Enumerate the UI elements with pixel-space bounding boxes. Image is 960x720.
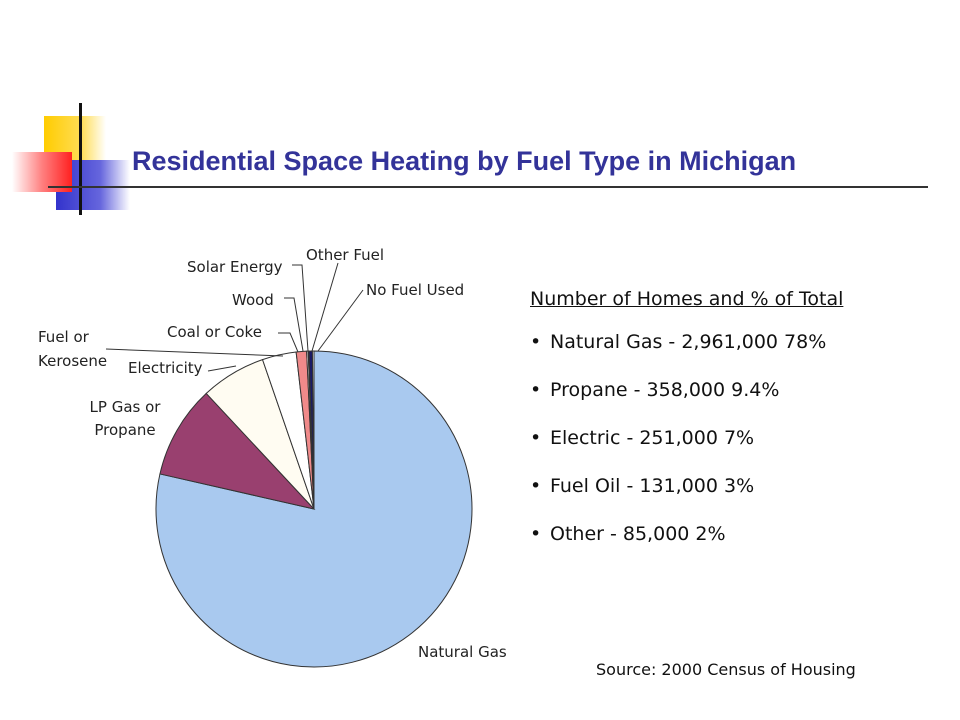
deco-red-square xyxy=(12,152,72,192)
legend-item: • Fuel Oil - 131,000 3% xyxy=(530,475,755,497)
pie-slice-label: Other Fuel xyxy=(306,246,384,264)
pie-slice-label: Wood xyxy=(232,291,274,309)
pie-leader-line xyxy=(207,365,237,372)
pie-slice-label: Fuel or Kerosene xyxy=(38,328,107,370)
deco-vertical-rule xyxy=(79,103,82,215)
pie-leader-line xyxy=(278,332,299,353)
pie-leader-line xyxy=(284,297,304,352)
pie-slice xyxy=(159,392,316,510)
legend-list: • Natural Gas - 2,961,000 78% • Propane - … xyxy=(530,328,950,568)
pie-slice-label: No Fuel Used xyxy=(366,281,464,299)
legend-item: • Natural Gas - 2,961,000 78% xyxy=(530,331,827,353)
pie-slice-label: Solar Energy xyxy=(187,258,283,276)
legend-panel: Number of Homes and % of Total • Natural … xyxy=(530,288,950,568)
title-rule xyxy=(48,186,928,188)
pie-slice-label: Natural Gas xyxy=(418,643,507,661)
slide-title: Residential Space Heating by Fuel Type i… xyxy=(132,146,797,176)
pie-slice-label: LP Gas or Propane xyxy=(90,398,162,439)
pie-slice-label: Electricity xyxy=(128,359,203,377)
legend-item: • Electric - 251,000 7% xyxy=(530,427,755,449)
pie-slice-label: Coal or Coke xyxy=(167,323,262,341)
legend-heading: Number of Homes and % of Total xyxy=(530,288,844,310)
pie-leader-line xyxy=(317,289,364,352)
pie-leader-line xyxy=(311,262,339,352)
pie-leader-line xyxy=(105,348,284,357)
pie-leader-line xyxy=(292,264,309,352)
source-note: Source: 2000 Census of Housing xyxy=(596,660,856,679)
legend-item: • Propane - 358,000 9.4% xyxy=(530,379,780,401)
legend-item: • Other - 85,000 2% xyxy=(530,523,726,545)
